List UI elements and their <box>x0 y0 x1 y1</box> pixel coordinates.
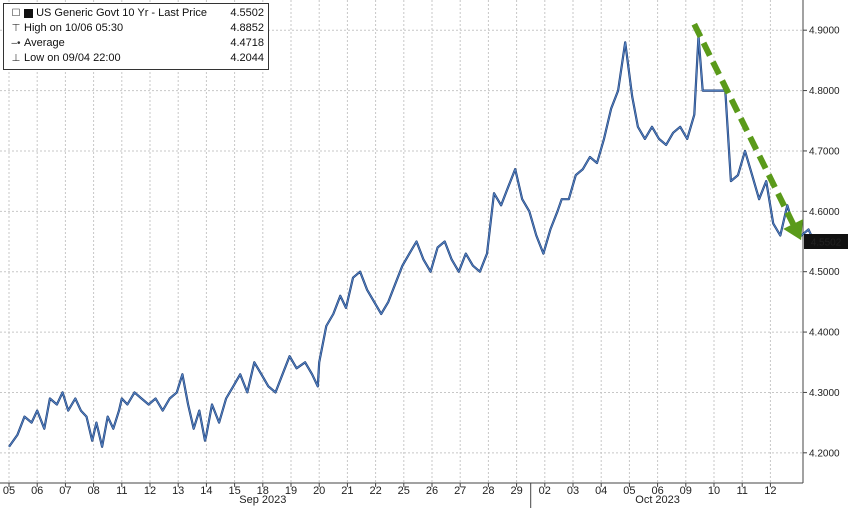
average-marker-icon: –• <box>11 38 21 49</box>
vertical-gridlines <box>8 0 771 483</box>
legend-checkbox-icon[interactable]: ☐ <box>11 8 21 19</box>
legend-average-label: Average <box>24 37 65 49</box>
x-tick-label: 27 <box>454 485 466 497</box>
month-labels: Sep 2023 Oct 2023 <box>239 483 680 508</box>
x-tick-label: 12 <box>144 485 156 497</box>
x-tick-label: 05 <box>623 485 635 497</box>
legend-low-row: ⊥ Low on 09/04 22:00 4.2044 <box>8 51 264 66</box>
low-marker-icon: ⊥ <box>11 53 21 64</box>
x-tick-label: 08 <box>87 485 99 497</box>
x-tick-label: 15 <box>228 485 240 497</box>
x-tick-label: 19 <box>285 485 297 497</box>
legend-high-row: ⊤ High on 10/06 05:30 4.8852 <box>8 21 264 36</box>
last-price-tag-bg <box>804 234 848 249</box>
y-tick-label: 4.3000 <box>809 388 840 399</box>
x-tick-label: 14 <box>200 485 212 497</box>
x-tick-label: 11 <box>116 485 127 497</box>
legend-title: US Generic Govt 10 Yr - Last Price <box>36 7 208 19</box>
legend-title-value: 4.5502 <box>230 7 264 19</box>
x-tick-label: 26 <box>426 485 438 497</box>
y-tick-label: 4.6000 <box>809 207 840 218</box>
price-series <box>8 35 816 448</box>
series-line-highlight <box>8 35 815 448</box>
legend-low-label: Low on 09/04 22:00 <box>24 52 121 64</box>
y-axis-ticks: 4.2000 4.3000 4.4000 4.5000 4.6000 4.7000 4.80… <box>803 26 840 459</box>
x-axis-ticks: 05 06 07 08 11 12 13 14 15 18 19 20 21 22 25 26 27 28 29 02… <box>3 483 777 497</box>
x-tick-label: 18 <box>257 485 269 497</box>
x-tick-label: 06 <box>31 485 43 497</box>
legend-title-row: ☐ US Generic Govt 10 Yr - Last Price 4.5… <box>8 6 264 21</box>
y-tick-label: 4.2000 <box>809 448 840 459</box>
legend-average-row: –• Average 4.4718 <box>8 36 264 51</box>
x-tick-label: 20 <box>313 485 325 497</box>
month-label: Oct 2023 <box>635 494 680 506</box>
legend-high-label: High on 10/06 05:30 <box>24 22 124 34</box>
y-tick-label: 4.5000 <box>809 267 840 278</box>
x-tick-label: 09 <box>680 485 692 497</box>
y-tick-label: 4.9000 <box>809 26 840 37</box>
x-tick-label: 10 <box>708 485 720 497</box>
x-tick-label: 03 <box>567 485 579 497</box>
y-tick-label: 4.4000 <box>809 328 840 339</box>
legend-low-value: 4.2044 <box>230 52 264 64</box>
trend-arrow <box>691 22 803 241</box>
y-tick-label: 4.7000 <box>809 146 840 157</box>
x-tick-label: 06 <box>651 485 663 497</box>
series-swatch-icon <box>24 9 33 18</box>
month-label: Sep 2023 <box>239 494 286 506</box>
x-tick-label: 05 <box>3 485 15 497</box>
trend-arrow-shaft <box>691 22 799 231</box>
x-tick-label: 29 <box>510 485 522 497</box>
x-tick-label: 25 <box>398 485 410 497</box>
legend-box: ☐ US Generic Govt 10 Yr - Last Price 4.5… <box>3 3 269 70</box>
legend-high-value: 4.8852 <box>230 22 264 34</box>
trend-arrow-head <box>783 219 803 241</box>
last-price-tag-label: 4.5502 <box>811 238 842 249</box>
x-tick-label: 21 <box>341 485 353 497</box>
x-tick-label: 28 <box>482 485 494 497</box>
horizontal-gridlines <box>0 29 803 454</box>
y-tick-label: 4.8000 <box>809 86 840 97</box>
x-tick-label: 11 <box>736 485 747 497</box>
high-marker-icon: ⊤ <box>11 23 21 34</box>
x-tick-label: 07 <box>59 485 71 497</box>
legend-average-value: 4.4718 <box>230 37 264 49</box>
x-tick-label: 22 <box>369 485 381 497</box>
last-price-tag: 4.5502 <box>804 234 848 249</box>
x-tick-label: 12 <box>764 485 776 497</box>
plot-area <box>0 0 803 483</box>
x-tick-label: 13 <box>172 485 184 497</box>
x-tick-label: 02 <box>539 485 551 497</box>
x-tick-label: 04 <box>595 485 607 497</box>
